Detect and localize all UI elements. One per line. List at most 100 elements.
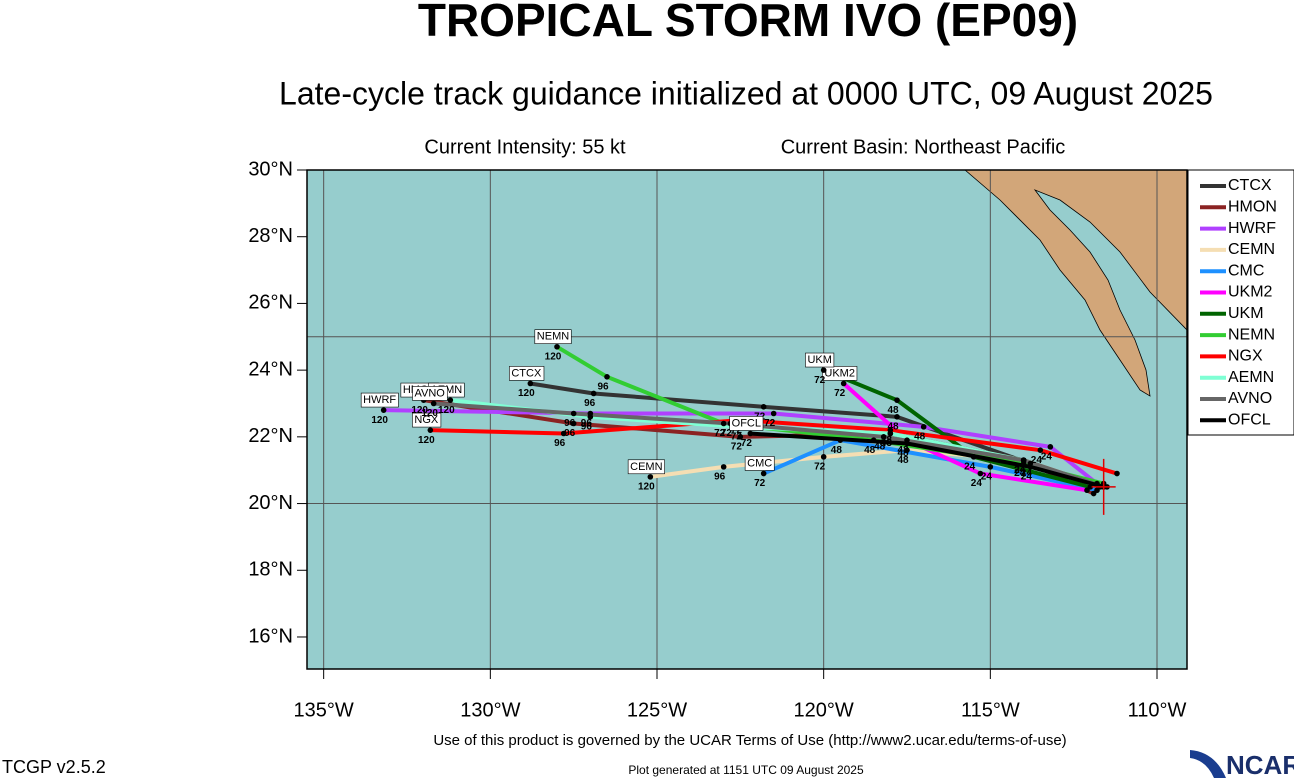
hour-label: 96 bbox=[581, 421, 593, 432]
legend-label: NGX bbox=[1228, 348, 1263, 365]
hour-label: 48 bbox=[881, 435, 893, 446]
track-point bbox=[527, 380, 534, 387]
generated: Plot generated at 1151 UTC 09 August 202… bbox=[628, 763, 864, 777]
track-label: AVNO bbox=[414, 387, 445, 399]
land bbox=[964, 170, 1187, 397]
y-tick-label: 30°N bbox=[248, 158, 293, 180]
track-label: UKM2 bbox=[824, 367, 855, 379]
hour-label: 24 bbox=[1021, 468, 1033, 479]
track-label-box bbox=[729, 416, 764, 431]
track-point bbox=[837, 437, 844, 443]
track-label-box bbox=[534, 329, 572, 344]
legend-label: UKM2 bbox=[1228, 284, 1273, 301]
x-tick-label: 125°W bbox=[627, 699, 687, 721]
hour-label: 24 bbox=[1041, 451, 1053, 462]
hour-label: 24 bbox=[1021, 472, 1033, 483]
hour-label: 120 bbox=[421, 408, 438, 419]
track-point bbox=[720, 464, 727, 470]
hour-label: 48 bbox=[881, 438, 893, 449]
hour-label: 120 bbox=[411, 405, 428, 416]
y-tick-label: 18°N bbox=[248, 559, 293, 581]
version: TCGP v2.5.2 bbox=[2, 757, 106, 777]
hour-label: 96 bbox=[597, 381, 609, 392]
intensity: Current Intensity: 55 kt bbox=[424, 136, 626, 158]
track-point bbox=[977, 470, 984, 477]
hour-label: 120 bbox=[545, 351, 562, 362]
legend-label: CMC bbox=[1228, 262, 1264, 279]
track-point bbox=[447, 397, 454, 403]
plot-area: 24487296120CTCX24487296120HMON2448729612… bbox=[307, 170, 1187, 669]
hour-label: 72 bbox=[764, 418, 776, 429]
legend-label: NEMN bbox=[1228, 326, 1275, 343]
y-tick-label: 16°N bbox=[248, 625, 293, 647]
hour-label: 72 bbox=[754, 478, 766, 489]
track-label-box bbox=[822, 366, 858, 381]
legend-label: CTCX bbox=[1228, 177, 1272, 194]
track-label: HWRF bbox=[363, 394, 396, 406]
track-point bbox=[904, 447, 910, 453]
track-point bbox=[870, 437, 877, 443]
track-point bbox=[1114, 470, 1120, 477]
legend-label: HWRF bbox=[1228, 220, 1276, 237]
hour-label: 96 bbox=[554, 438, 566, 449]
hour-label: 24 bbox=[1014, 465, 1026, 476]
track-point bbox=[760, 470, 767, 477]
subtitle: Late-cycle track guidance initialized at… bbox=[279, 75, 1213, 111]
track-point bbox=[920, 424, 927, 430]
hour-label: 120 bbox=[418, 435, 435, 446]
hour-label: 48 bbox=[864, 445, 876, 456]
track bbox=[822, 368, 1091, 489]
x-tick-label: 110°W bbox=[1128, 699, 1187, 721]
track-point bbox=[1047, 444, 1054, 450]
hour-label: 120 bbox=[638, 482, 655, 493]
track-point bbox=[904, 440, 910, 447]
hour-label: 24 bbox=[964, 461, 976, 472]
hour-label: 96 bbox=[581, 418, 593, 429]
y-tick-label: 26°N bbox=[248, 292, 293, 314]
logo: NCAR bbox=[1226, 750, 1294, 780]
track-point bbox=[1037, 447, 1044, 453]
track-point bbox=[987, 464, 994, 470]
hour-label: 96 bbox=[584, 398, 596, 409]
legend bbox=[1187, 169, 1294, 436]
track-label: CEMN bbox=[630, 461, 662, 473]
logo-mark bbox=[1190, 750, 1226, 778]
track-point bbox=[587, 414, 594, 420]
track-point bbox=[570, 410, 577, 417]
hour-label: 24 bbox=[1014, 465, 1026, 476]
track-point bbox=[737, 434, 744, 440]
track-label: UKM bbox=[807, 354, 831, 366]
hour-label: 96 bbox=[564, 428, 576, 439]
hour-label: 96 bbox=[564, 418, 576, 429]
track-label-box bbox=[744, 456, 775, 471]
track-point bbox=[887, 430, 894, 437]
hour-label: 24 bbox=[1014, 468, 1026, 479]
hour-label: 48 bbox=[874, 441, 886, 452]
track-point bbox=[604, 374, 610, 380]
current-position bbox=[1091, 458, 1116, 515]
track bbox=[750, 431, 1105, 489]
hour-label: 72 bbox=[741, 438, 753, 449]
track-point bbox=[894, 397, 900, 403]
hour-label: 72 bbox=[814, 461, 826, 472]
track-point bbox=[720, 420, 727, 427]
track-label: NEMN bbox=[537, 331, 569, 343]
track-point bbox=[894, 414, 900, 420]
track-label-box bbox=[360, 392, 399, 408]
y-tick-label: 24°N bbox=[248, 358, 293, 380]
track-point bbox=[647, 474, 654, 480]
terms: Use of this product is governed by the U… bbox=[433, 732, 1066, 749]
hour-label: 48 bbox=[831, 445, 843, 456]
track bbox=[430, 418, 1118, 476]
track-point bbox=[1087, 484, 1094, 490]
hour-label: 72 bbox=[714, 428, 726, 439]
legend-label: CEMN bbox=[1228, 241, 1275, 258]
track-label-box bbox=[627, 459, 665, 475]
hour-label: 120 bbox=[518, 388, 535, 399]
track-point bbox=[560, 430, 567, 437]
hour-label: 24 bbox=[981, 472, 993, 483]
track-point bbox=[1027, 464, 1034, 470]
legend-label: AVNO bbox=[1228, 390, 1272, 407]
hour-label: 72 bbox=[834, 388, 846, 399]
